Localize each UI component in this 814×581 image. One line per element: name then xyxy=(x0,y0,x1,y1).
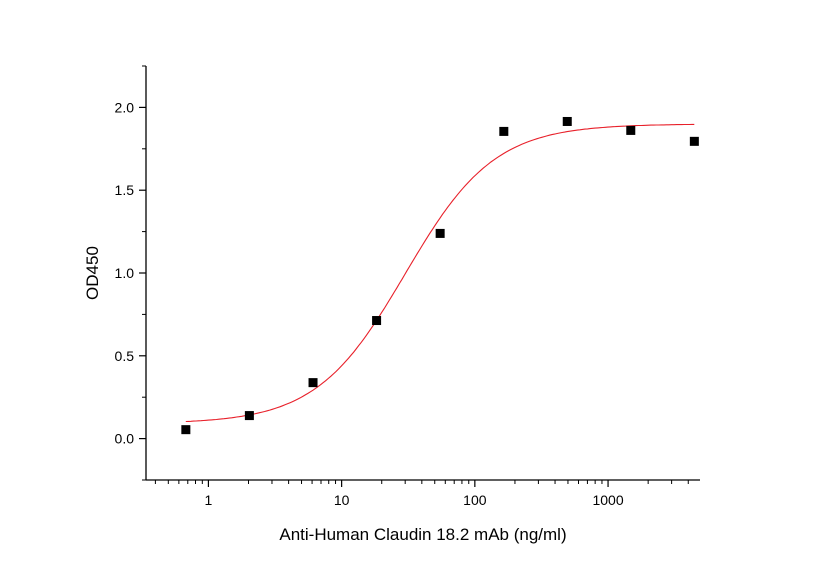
x-tick-label: 100 xyxy=(463,492,487,508)
data-point xyxy=(689,136,699,146)
data-point xyxy=(499,126,509,136)
data-point xyxy=(435,228,445,238)
y-tick-label: 0.0 xyxy=(115,431,135,447)
x-tick-label: 1 xyxy=(205,492,213,508)
data-point xyxy=(181,425,191,435)
data-point xyxy=(372,316,382,326)
y-axis-label: OD450 xyxy=(83,246,102,300)
data-point xyxy=(562,116,572,126)
y-tick-label: 0.5 xyxy=(115,348,135,364)
data-point xyxy=(308,378,318,388)
x-axis-label: Anti-Human Claudin 18.2 mAb (ng/ml) xyxy=(279,525,566,544)
y-tick-label: 2.0 xyxy=(115,99,135,115)
y-tick-label: 1.0 xyxy=(115,265,135,281)
data-points xyxy=(181,116,699,435)
y-tick-label: 1.5 xyxy=(115,182,135,198)
ticks: 0.0 0.5 1.0 1.5 2.0 1 10 100 1000 xyxy=(115,65,689,508)
x-tick-label: 10 xyxy=(334,492,350,508)
data-point xyxy=(626,125,636,135)
fit-curve xyxy=(185,123,695,423)
data-point xyxy=(244,411,254,421)
x-tick-label: 1000 xyxy=(592,492,623,508)
